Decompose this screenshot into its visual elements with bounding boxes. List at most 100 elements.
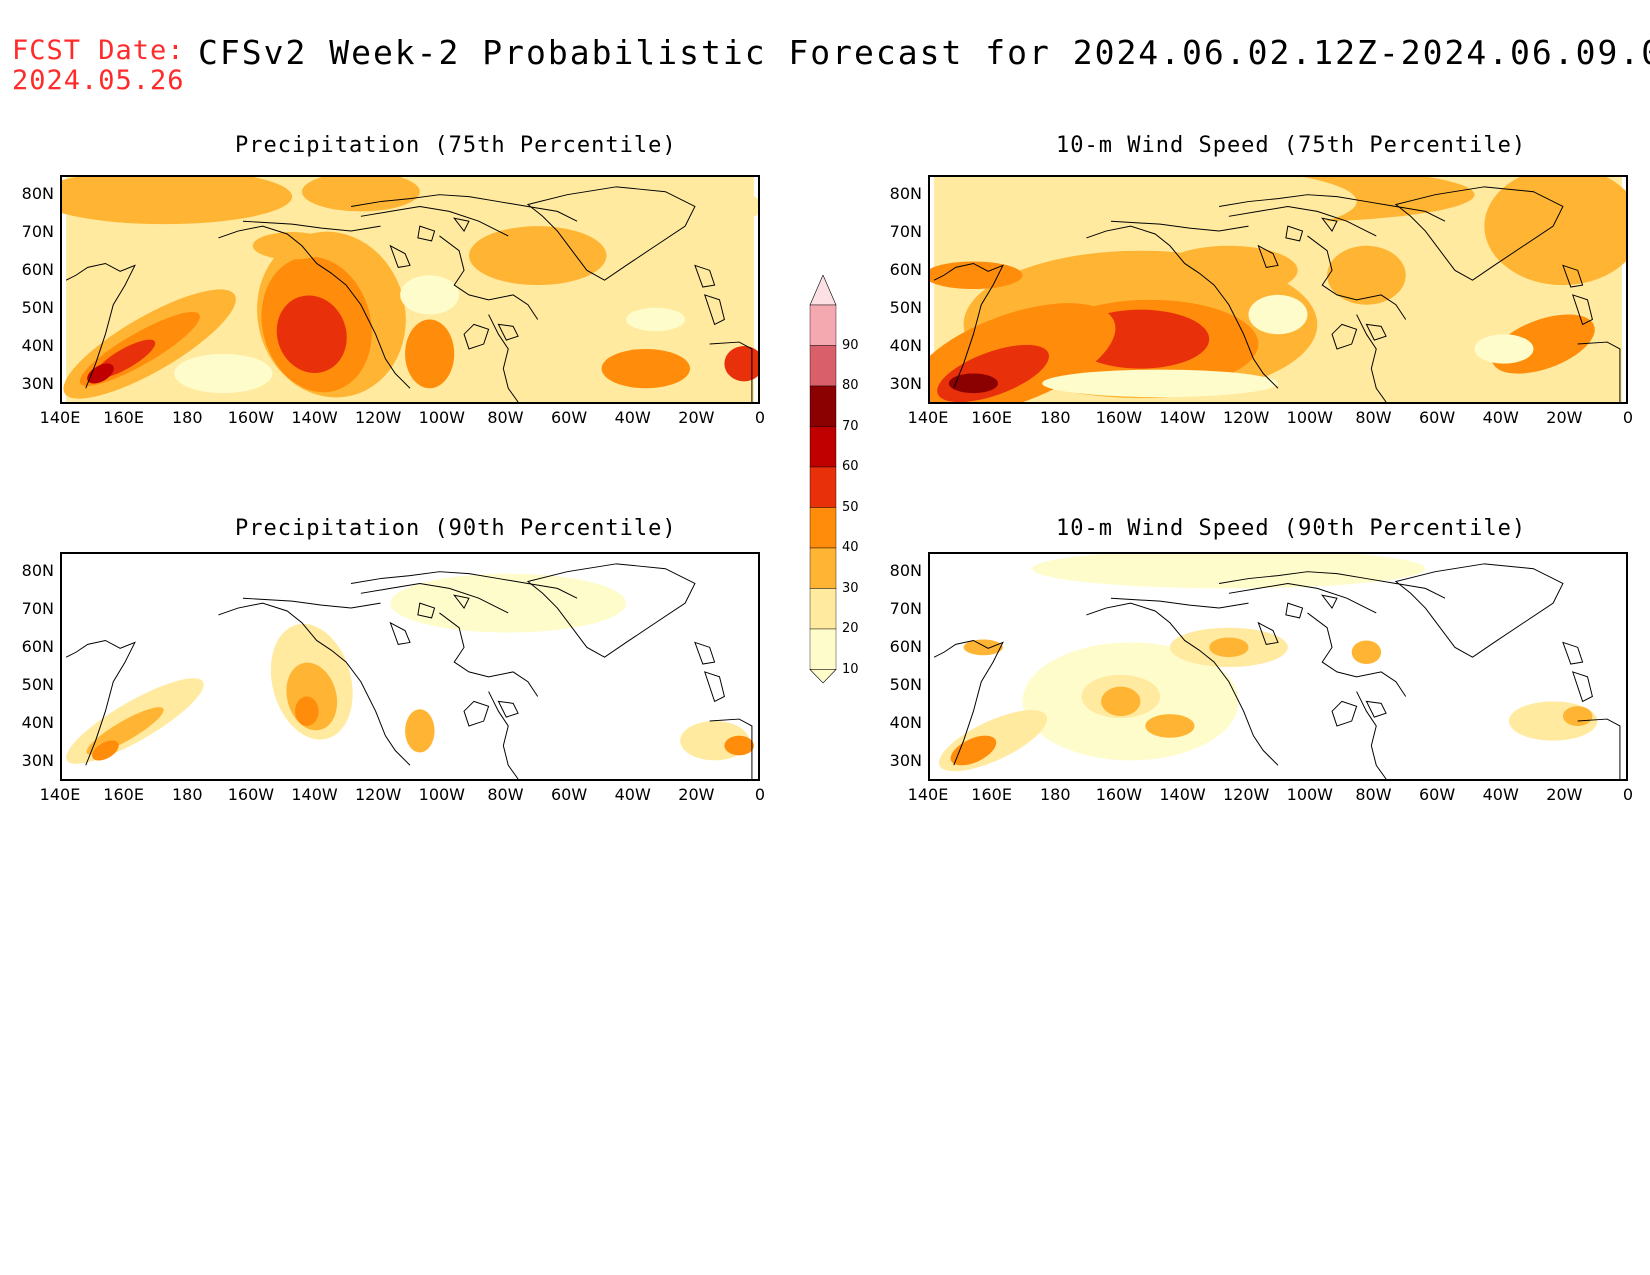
coastline <box>417 225 436 242</box>
coastline <box>1307 235 1407 320</box>
forecast-blob <box>1042 369 1278 398</box>
lat-label: 80N <box>21 561 54 580</box>
colorbar-segment <box>809 385 837 427</box>
coastline <box>1365 700 1387 718</box>
colorbar-label: 70 <box>842 418 859 434</box>
coastline <box>488 691 519 779</box>
lon-label: 160E <box>103 785 144 804</box>
lat-label: 40N <box>21 713 54 732</box>
coastline <box>1257 621 1279 645</box>
coastline <box>694 264 716 288</box>
coastline <box>1086 225 1279 389</box>
forecast-blob <box>405 319 455 389</box>
coastline <box>1086 602 1279 766</box>
coastline <box>218 225 411 389</box>
lon-label: 180 <box>1039 785 1071 804</box>
forecast-blob <box>390 573 627 633</box>
forecast-blob <box>174 353 273 394</box>
lon-label: 80W <box>1355 408 1392 427</box>
lat-label: 30N <box>21 751 54 770</box>
lat-label: 60N <box>21 260 54 279</box>
coastline <box>453 594 470 609</box>
lon-label: 100W <box>1286 785 1333 804</box>
coastline <box>463 700 490 727</box>
coastline <box>360 205 509 237</box>
forecast-date-value: 2024.05.26 <box>12 65 185 96</box>
lon-label: 160W <box>1095 408 1143 427</box>
forecast-blob <box>405 709 435 753</box>
colorbar-label: 20 <box>842 621 859 636</box>
forecast-blob <box>1160 245 1298 295</box>
lon-label: 100W <box>418 785 465 804</box>
coastline <box>417 602 436 619</box>
lat-label: 50N <box>889 675 922 694</box>
lon-label: 100W <box>1286 408 1333 427</box>
coastline <box>1394 186 1564 281</box>
coastline <box>65 262 136 389</box>
lon-label: 140W <box>291 785 338 804</box>
coastline <box>709 718 753 779</box>
lon-label: 120W <box>354 785 402 804</box>
lat-label: 30N <box>889 751 922 770</box>
lon-label: 60W <box>1418 785 1456 804</box>
forecast-blob <box>252 232 332 260</box>
forecast-blob <box>62 177 293 225</box>
colorbar-svg <box>809 274 837 684</box>
map-panel-wind-75 <box>928 175 1628 404</box>
coastline <box>1577 341 1621 402</box>
coastline <box>439 235 539 320</box>
lon-label: 20W <box>1546 785 1583 804</box>
colorbar-segment <box>809 466 837 508</box>
lat-label: 40N <box>21 336 54 355</box>
colorbar-segment <box>809 588 837 630</box>
coastline <box>1307 612 1407 697</box>
coastline <box>526 563 696 658</box>
coastline <box>350 571 578 599</box>
coastline <box>218 602 411 766</box>
forecast-blob <box>547 181 758 232</box>
colorbar-label: 50 <box>842 499 859 515</box>
lon-label: 180 <box>171 785 203 804</box>
lon-label: 0 <box>1622 785 1634 804</box>
lon-label: 40W <box>1482 408 1519 427</box>
map-svg <box>65 554 754 779</box>
lon-label: 160E <box>971 785 1012 804</box>
colorbar-label: 80 <box>842 378 859 393</box>
coastline <box>703 671 725 703</box>
forecast-blob <box>1101 686 1141 717</box>
lat-label: 70N <box>21 599 54 618</box>
coastline <box>1356 314 1387 402</box>
panel-title-precip-75: Precipitation (75th Percentile) <box>235 133 677 158</box>
colorbar-segment <box>809 507 837 549</box>
forecast-blob <box>1209 637 1249 658</box>
forecast-blob <box>1145 714 1195 738</box>
coastline <box>703 294 725 326</box>
map-panel-precip-75 <box>60 175 760 404</box>
colorbar: 10 20 30 40 50 60 70 80 90 <box>808 274 868 685</box>
coastline <box>1571 671 1593 703</box>
lon-label: 80W <box>1355 785 1392 804</box>
forecast-blob <box>1351 640 1382 665</box>
lon-label: 80W <box>487 408 524 427</box>
lon-label: 60W <box>1418 408 1456 427</box>
lat-label: 40N <box>889 713 922 732</box>
coastline <box>933 639 1004 766</box>
coastline <box>1356 691 1387 779</box>
coastline <box>360 582 509 614</box>
lat-label: 40N <box>889 336 922 355</box>
coastline <box>1562 641 1584 665</box>
map-svg <box>930 177 1626 402</box>
coastline <box>242 597 381 609</box>
lon-label: 0 <box>754 785 766 804</box>
lon-label: 120W <box>1222 408 1270 427</box>
forecast-blob <box>276 295 347 373</box>
forecast-blob <box>468 226 607 286</box>
lat-label: 70N <box>889 222 922 241</box>
lon-label: 160E <box>971 408 1012 427</box>
colorbar-segment <box>809 304 837 346</box>
lon-label: 140W <box>1159 785 1206 804</box>
coastline <box>497 700 519 718</box>
map-svg <box>933 554 1622 779</box>
map-svg <box>62 177 758 402</box>
colorbar-label: 30 <box>842 580 859 596</box>
